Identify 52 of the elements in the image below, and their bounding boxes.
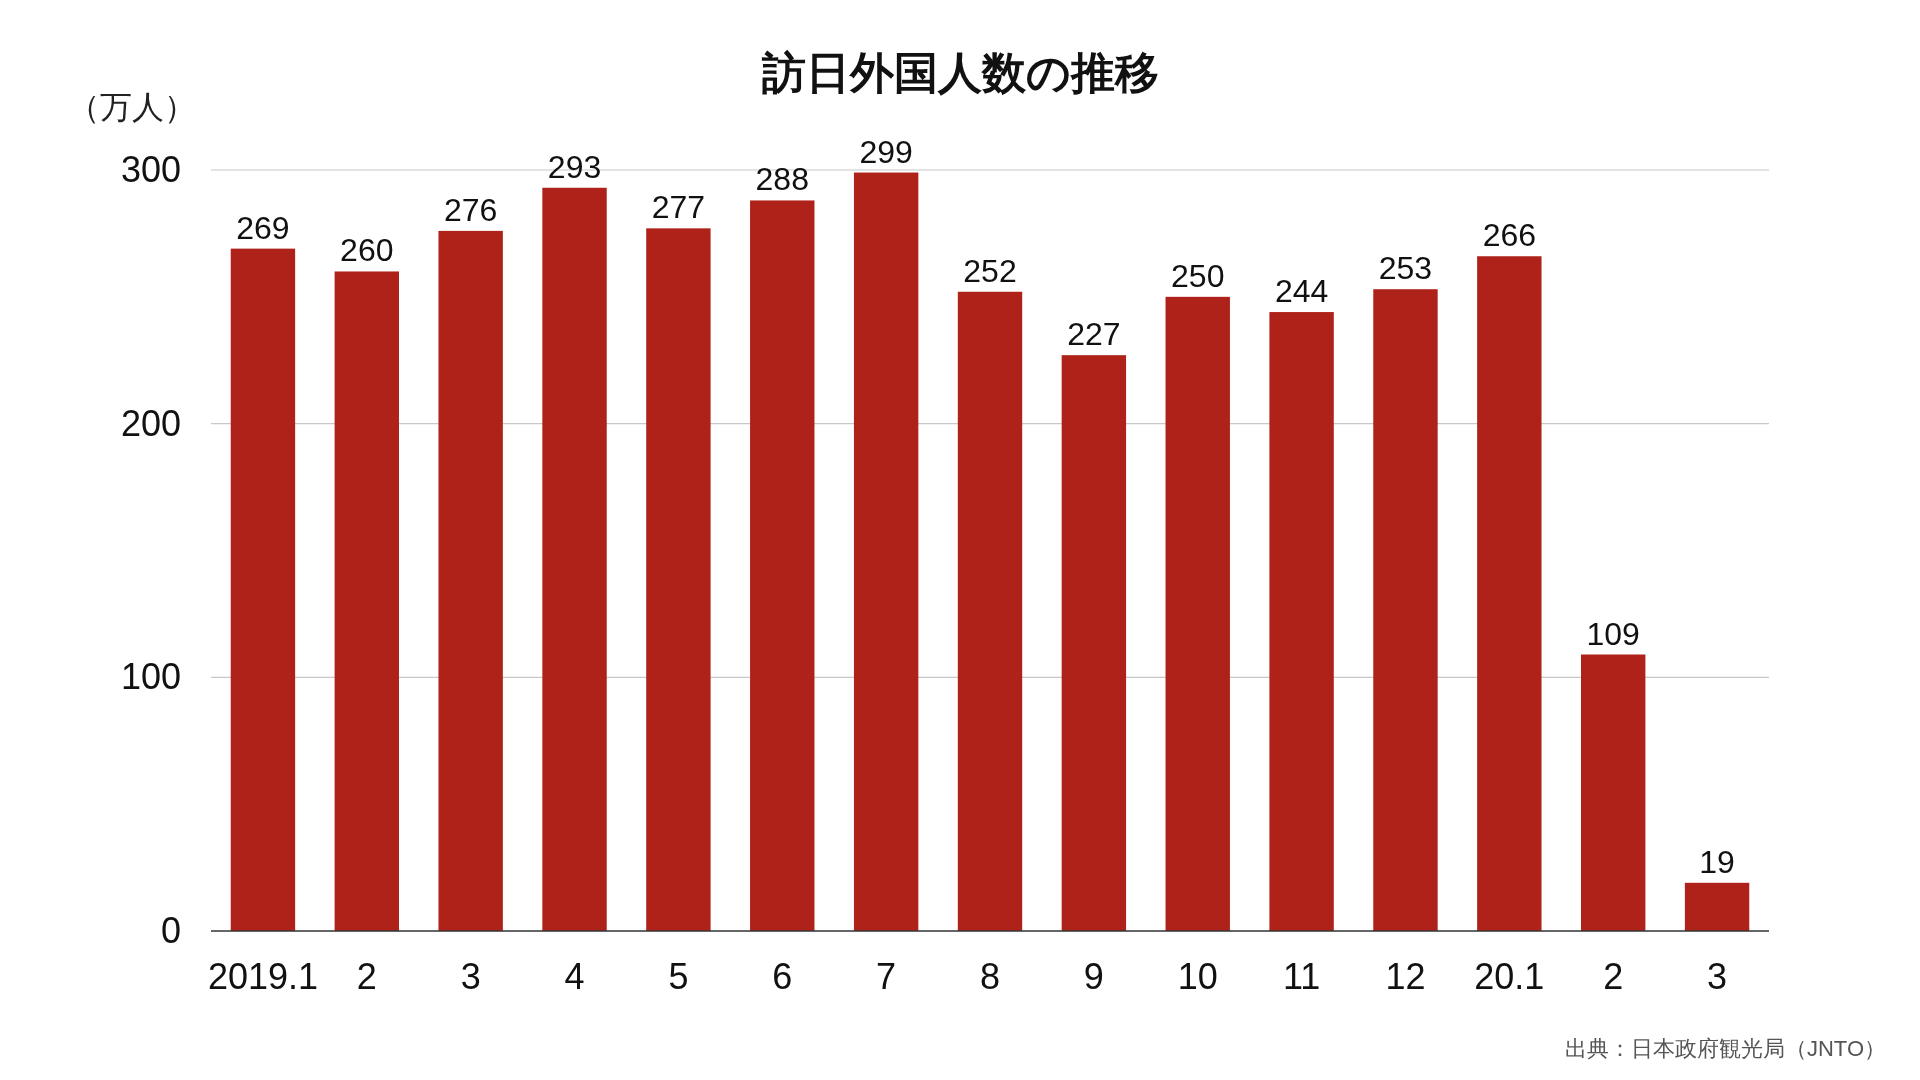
bar — [1373, 289, 1438, 931]
bar — [1165, 296, 1230, 931]
data-label: 260 — [340, 232, 394, 269]
data-label: 250 — [1171, 257, 1225, 294]
data-label: 227 — [1067, 316, 1121, 353]
y-tick-label: 0 — [160, 910, 181, 951]
y-tick-label: 100 — [120, 656, 181, 698]
x-tick-label: 10 — [1177, 956, 1218, 997]
data-label: 244 — [1274, 273, 1329, 310]
chart-title: 訪日外国人数の推移 — [760, 48, 1159, 97]
x-tick-label: 9 — [1083, 956, 1104, 997]
x-tick-label: 11 — [1282, 956, 1321, 997]
bar — [1581, 654, 1646, 931]
x-tick-label: 20.1 — [1474, 956, 1545, 997]
data-label: 299 — [859, 133, 913, 170]
y-axis-title: （万人） — [68, 89, 196, 125]
bar — [230, 248, 296, 931]
x-tick-label: 8 — [979, 956, 1001, 997]
x-tick-label: 2019.1 — [207, 956, 318, 997]
x-tick-label: 4 — [564, 956, 585, 997]
y-tick-label: 200 — [120, 402, 181, 444]
bar — [646, 228, 711, 931]
data-label: 19 — [1699, 843, 1735, 880]
data-label: 252 — [963, 252, 1017, 289]
x-tick-label: 12 — [1385, 956, 1426, 997]
data-label: 277 — [651, 189, 706, 226]
x-tick-label: 3 — [460, 956, 481, 997]
data-label: 266 — [1482, 217, 1537, 254]
data-label: 276 — [443, 191, 498, 228]
bar — [334, 271, 399, 931]
bar — [1477, 256, 1542, 931]
x-tick-label: 7 — [876, 956, 897, 997]
bar — [957, 291, 1023, 931]
data-label: 253 — [1378, 250, 1433, 287]
data-label: 293 — [547, 148, 602, 185]
bar — [542, 187, 607, 931]
x-tick-label: 2 — [356, 956, 377, 997]
bar — [1061, 355, 1127, 931]
bar — [1269, 312, 1334, 931]
bar — [853, 172, 919, 931]
y-tick-label: 300 — [120, 149, 181, 190]
bar — [1684, 882, 1750, 931]
x-tick-label: 5 — [668, 956, 689, 997]
bar — [438, 230, 503, 931]
source-note: 出典：日本政府観光局（JNTO） — [1564, 1036, 1886, 1061]
data-label: 269 — [236, 209, 290, 246]
x-tick-label: 3 — [1707, 956, 1728, 997]
data-label: 288 — [755, 161, 809, 198]
bar — [750, 200, 815, 931]
data-label: 109 — [1586, 615, 1640, 652]
x-tick-label: 2 — [1603, 956, 1624, 997]
x-tick-label: 6 — [772, 956, 793, 997]
